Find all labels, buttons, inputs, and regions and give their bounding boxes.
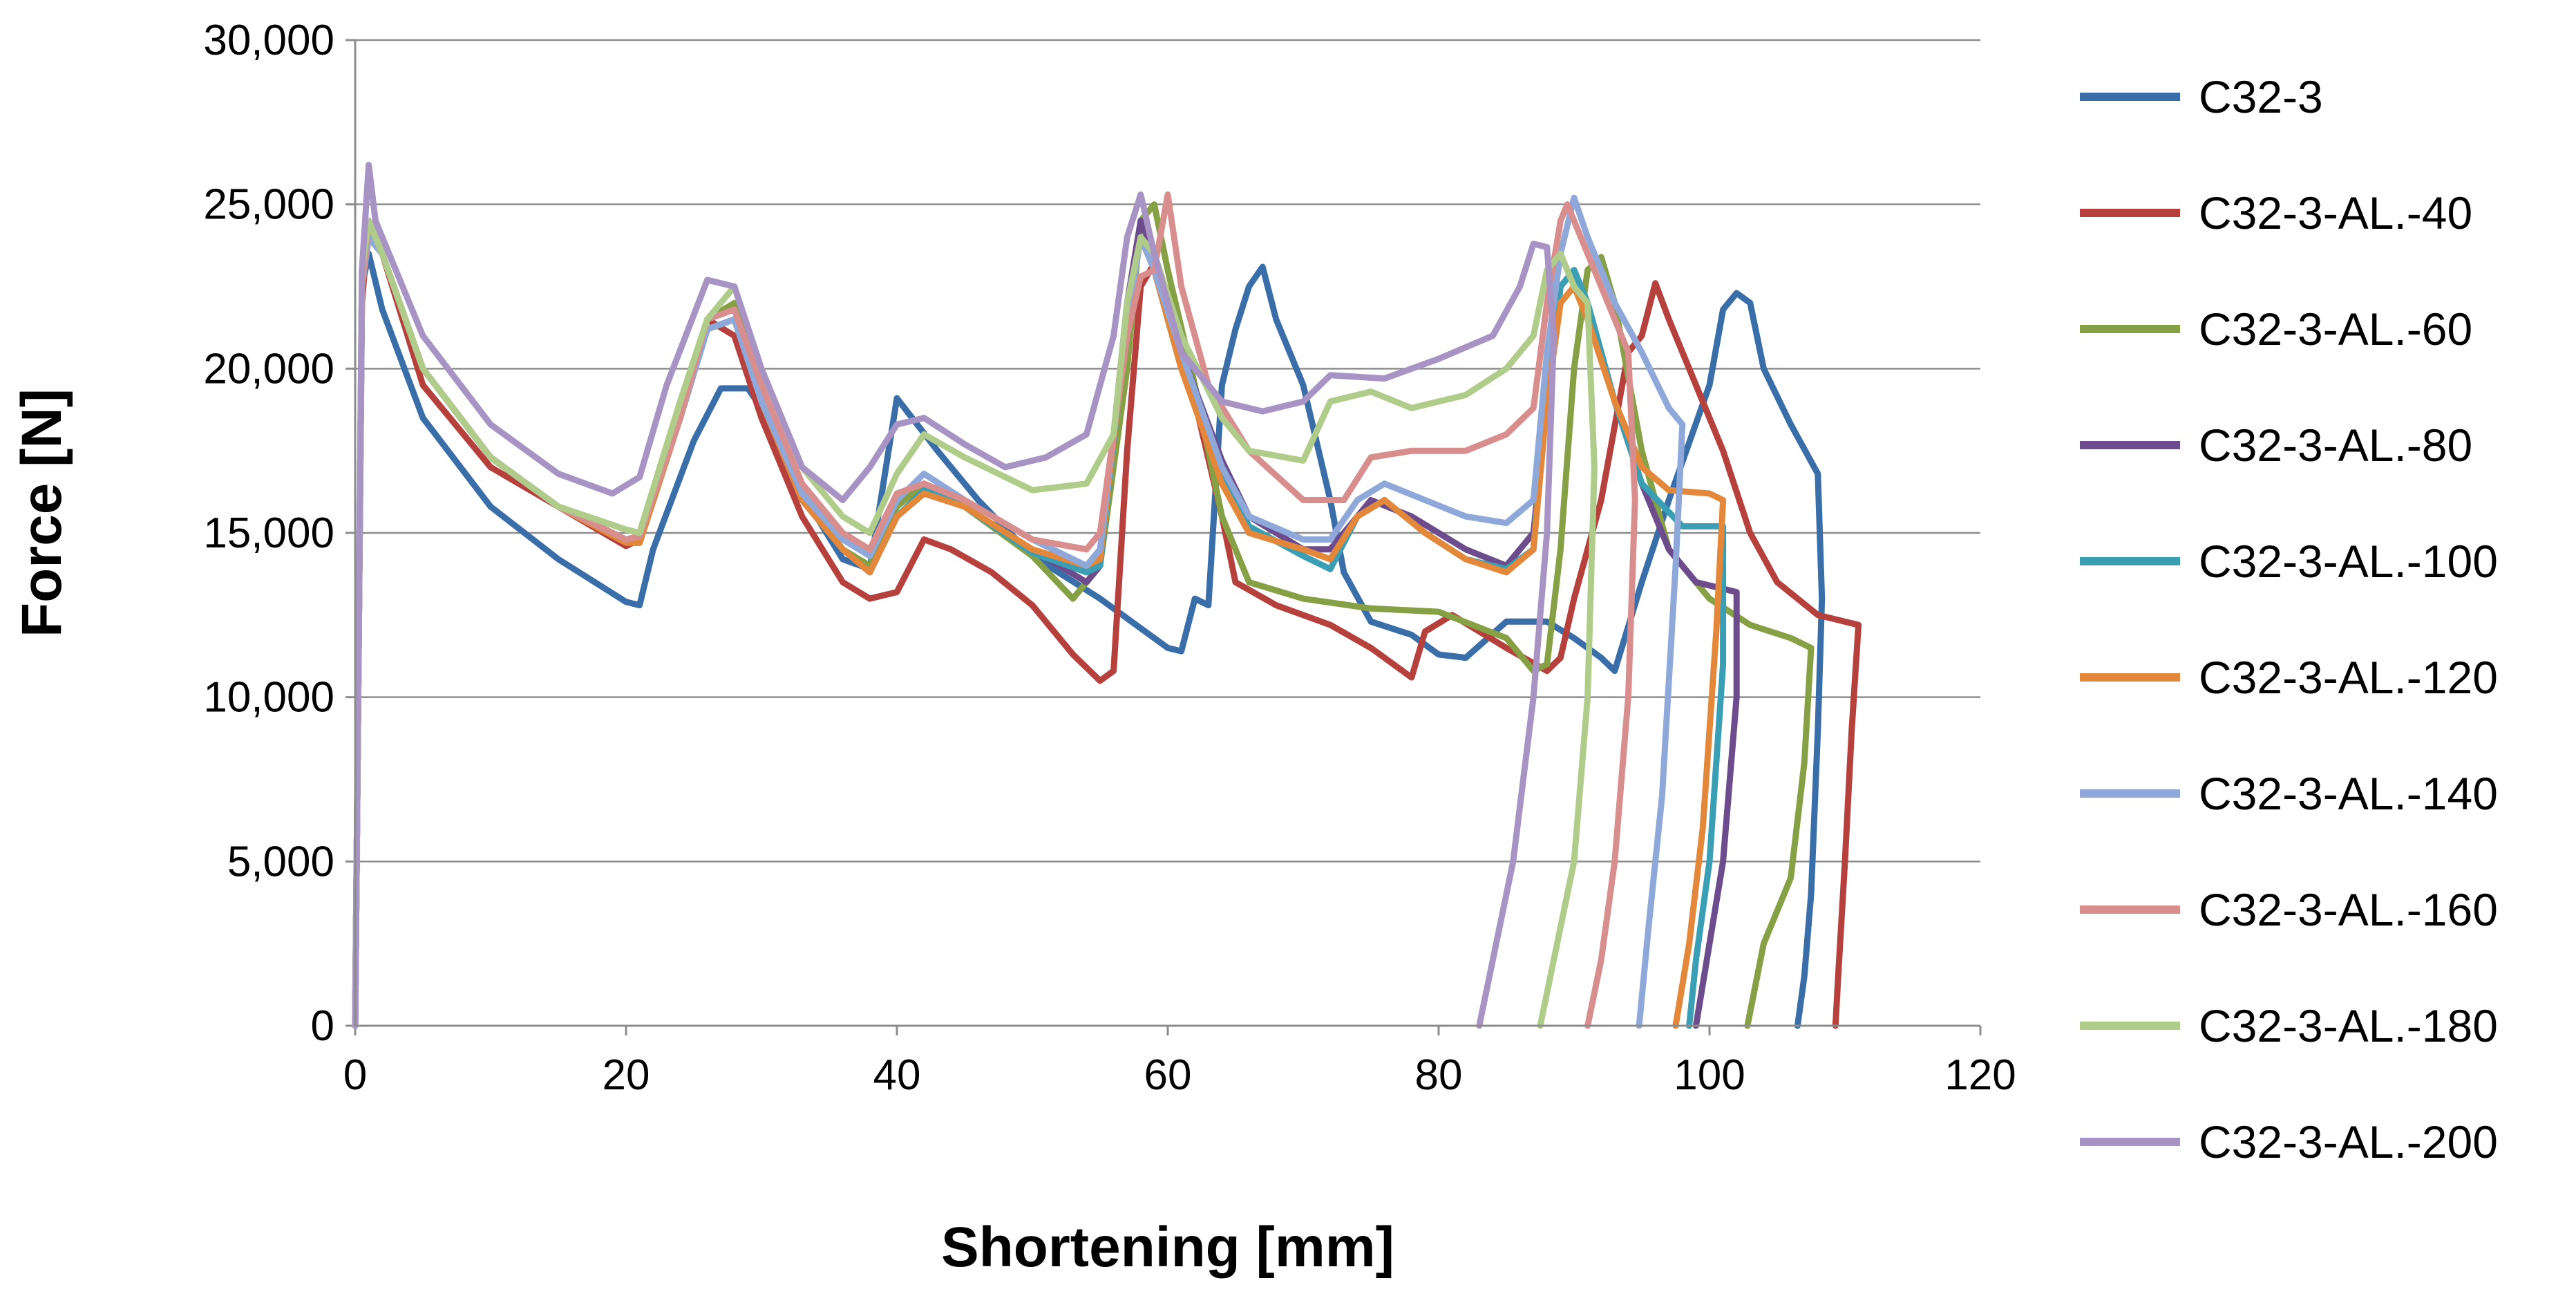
x-tick-label: 120 xyxy=(1944,1051,2016,1099)
legend-label-c32-3-al-180: C32-3-AL.-180 xyxy=(2199,1000,2498,1051)
x-axis-title: Shortening [mm] xyxy=(941,1216,1394,1279)
legend-label-c32-3-al-60: C32-3-AL.-60 xyxy=(2199,303,2472,355)
legend: C32-3 C32-3-AL.-40 C32-3-AL.-60 C32-3-AL.-8… xyxy=(2080,71,2498,1167)
legend-label-c32-3-al-80: C32-3-AL.-80 xyxy=(2199,420,2472,471)
legend-label-c32-3: C32-3 xyxy=(2199,71,2323,122)
y-axis-title: Force [N] xyxy=(10,388,73,637)
series-line-c32-3-al-160 xyxy=(352,191,1638,1029)
legend-label-c32-3-al-40: C32-3-AL.-40 xyxy=(2199,187,2472,238)
legend-label-c32-3-al-140: C32-3-AL.-140 xyxy=(2199,768,2498,819)
x-tick-label: 20 xyxy=(603,1051,650,1099)
y-tick-label: 5,000 xyxy=(227,838,334,885)
legend-label-c32-3-al-100: C32-3-AL.-100 xyxy=(2199,536,2498,587)
x-axis-ticks: 0 20 40 60 80 100 120 xyxy=(343,1026,2016,1099)
y-tick-label: 20,000 xyxy=(203,345,334,393)
series-line-c32-3-al-140 xyxy=(352,194,1686,1029)
y-tick-label: 15,000 xyxy=(203,509,334,557)
series-lines xyxy=(352,162,1862,1029)
series-line-c32-3 xyxy=(352,250,1826,1029)
series-line-c32-3-al-200 xyxy=(352,162,1557,1029)
y-tick-label: 30,000 xyxy=(203,17,334,64)
legend-label-c32-3-al-160: C32-3-AL.-160 xyxy=(2199,884,2498,935)
legend-label-c32-3-al-200: C32-3-AL.-200 xyxy=(2199,1116,2498,1167)
x-tick-label: 60 xyxy=(1144,1051,1192,1099)
axes xyxy=(354,40,1980,1027)
x-tick-label: 80 xyxy=(1415,1051,1463,1099)
y-axis-ticks: 0 5,000 10,000 15,000 20,000 25,000 30,000 xyxy=(203,17,355,1050)
y-tick-label: 10,000 xyxy=(203,674,334,722)
legend-label-c32-3-al-120: C32-3-AL.-120 xyxy=(2199,652,2498,703)
gridlines xyxy=(355,39,1980,863)
x-tick-label: 100 xyxy=(1674,1051,1745,1099)
x-tick-label: 40 xyxy=(873,1051,921,1099)
x-tick-label: 0 xyxy=(343,1051,367,1099)
series-line-c32-3-al-180 xyxy=(352,217,1598,1029)
y-tick-label: 0 xyxy=(311,1002,334,1050)
y-tick-label: 25,000 xyxy=(203,181,334,229)
